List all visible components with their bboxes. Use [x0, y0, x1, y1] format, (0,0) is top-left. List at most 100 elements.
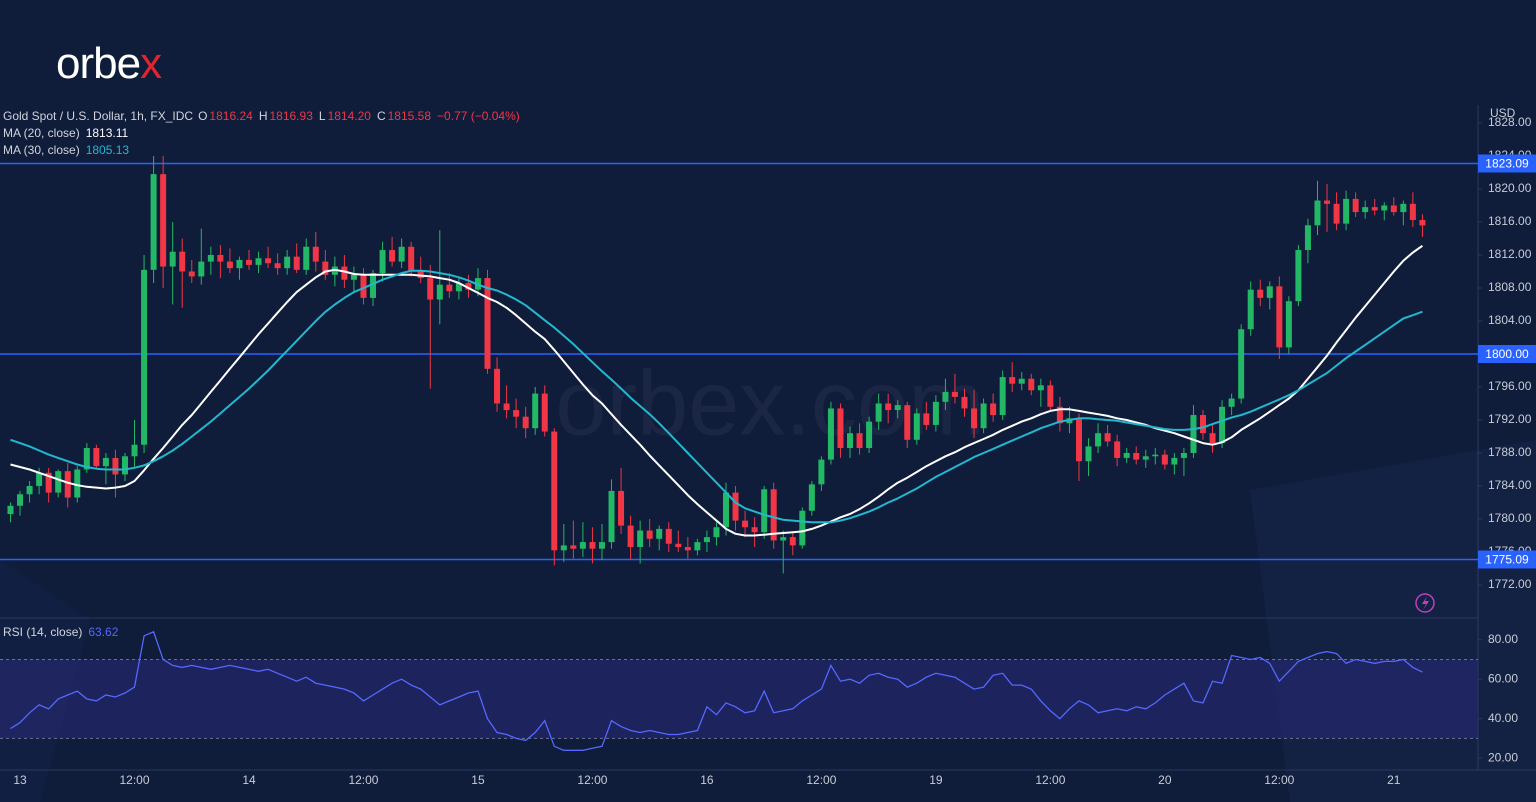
legend-title: Gold Spot / U.S. Dollar, 1h, FX_IDC [3, 109, 193, 123]
candle-body [875, 403, 882, 422]
level-box [1478, 550, 1536, 569]
candle-body [618, 490, 625, 526]
candle-body [1285, 301, 1292, 348]
ohlc-value: 1816.93 [269, 109, 313, 123]
x-tick-label: 12:00 [577, 773, 607, 787]
candle-body [951, 391, 958, 397]
candle-body [1018, 378, 1025, 384]
y-tick-label: 1820.00 [1488, 181, 1532, 195]
candle-body [188, 271, 195, 277]
candle-body [1180, 452, 1187, 458]
candle-body [1409, 203, 1416, 221]
candle-body [923, 413, 930, 425]
candle-body [303, 246, 310, 270]
candle-body [723, 492, 729, 528]
ma-line [10, 269, 1423, 524]
candle-body [1009, 377, 1016, 384]
candle-body [999, 377, 1006, 416]
candle-body [770, 489, 777, 541]
candle-body [45, 472, 52, 493]
candle-body [894, 405, 901, 411]
candle-body [646, 530, 653, 539]
candle-body [1228, 398, 1235, 407]
x-tick-label: 12:00 [120, 773, 150, 787]
candle-body [1047, 385, 1054, 407]
candle-body [503, 403, 510, 411]
candle-body [255, 258, 262, 265]
candle-body [913, 413, 920, 440]
candle-body [980, 403, 987, 429]
ohlc-value: 1816.24 [209, 109, 253, 123]
candle-body [284, 256, 291, 269]
y-tick-label: 20.00 [1488, 750, 1518, 764]
candle-body [121, 456, 128, 475]
candle-body [1114, 441, 1121, 458]
x-tick-label: 14 [242, 773, 256, 787]
candle-body [26, 485, 33, 495]
candle-body [1095, 433, 1102, 447]
candle-body [694, 542, 701, 551]
alert-bolt [1422, 596, 1429, 610]
candle-body [990, 403, 997, 416]
candle-body [866, 421, 873, 449]
candle-body [560, 545, 567, 551]
candle-body [198, 261, 205, 277]
candle-body [64, 471, 71, 498]
y-tick-label: 1772.00 [1488, 577, 1532, 591]
candle-body [1075, 418, 1082, 462]
logo: orbex [56, 39, 162, 88]
ma-line [10, 244, 1423, 537]
candle-body [751, 527, 758, 533]
candle-body [217, 254, 224, 262]
candle-body [589, 542, 596, 549]
candle-body [179, 251, 186, 272]
ohlc-value: 1814.20 [328, 109, 372, 123]
y-tick-label: 1808.00 [1488, 280, 1532, 294]
candle-body [1333, 203, 1340, 224]
candle-body [455, 283, 462, 292]
candle-body [408, 246, 415, 272]
candle-body [1343, 198, 1350, 224]
candle-body [1037, 385, 1044, 391]
ohlc-label: L [319, 109, 326, 123]
candle-body [1390, 205, 1397, 213]
candle-body [847, 433, 854, 449]
candle-body [1161, 454, 1168, 465]
candle-body [1085, 446, 1092, 462]
level-label: 1800.00 [1485, 347, 1529, 361]
candle-body [656, 528, 663, 539]
candle-body [627, 525, 634, 548]
candle-body [1104, 433, 1111, 442]
candle-body [169, 251, 176, 267]
candle-body [818, 459, 825, 485]
candle-body [665, 528, 672, 544]
candle-body [1142, 456, 1149, 460]
candle-body [465, 283, 472, 290]
candle-body [570, 545, 577, 549]
alert-icon [1415, 593, 1435, 613]
candle-body [761, 489, 768, 533]
candle-body [484, 278, 491, 369]
candle-body [522, 416, 529, 429]
candle-body [971, 408, 978, 429]
candle-body [837, 408, 844, 449]
y-tick-label: 1816.00 [1488, 214, 1532, 228]
ohlc-value: 1815.58 [388, 109, 432, 123]
candle-body [1238, 329, 1245, 399]
candle-body [675, 543, 682, 548]
candle-body [1371, 207, 1378, 211]
candle-body [1028, 378, 1035, 391]
x-tick-label: 16 [700, 773, 714, 787]
candle-body [608, 490, 615, 543]
candle-body [341, 266, 348, 280]
candle-body [93, 448, 100, 467]
legend-value: 1805.13 [86, 143, 130, 157]
y-tick-label: 1828.00 [1488, 115, 1532, 129]
candle-body [1352, 198, 1359, 213]
x-tick-label: 19 [929, 773, 943, 787]
candle-body [494, 368, 501, 404]
candle-body [541, 393, 548, 432]
candle-body [370, 273, 377, 298]
candle-body [427, 278, 434, 300]
